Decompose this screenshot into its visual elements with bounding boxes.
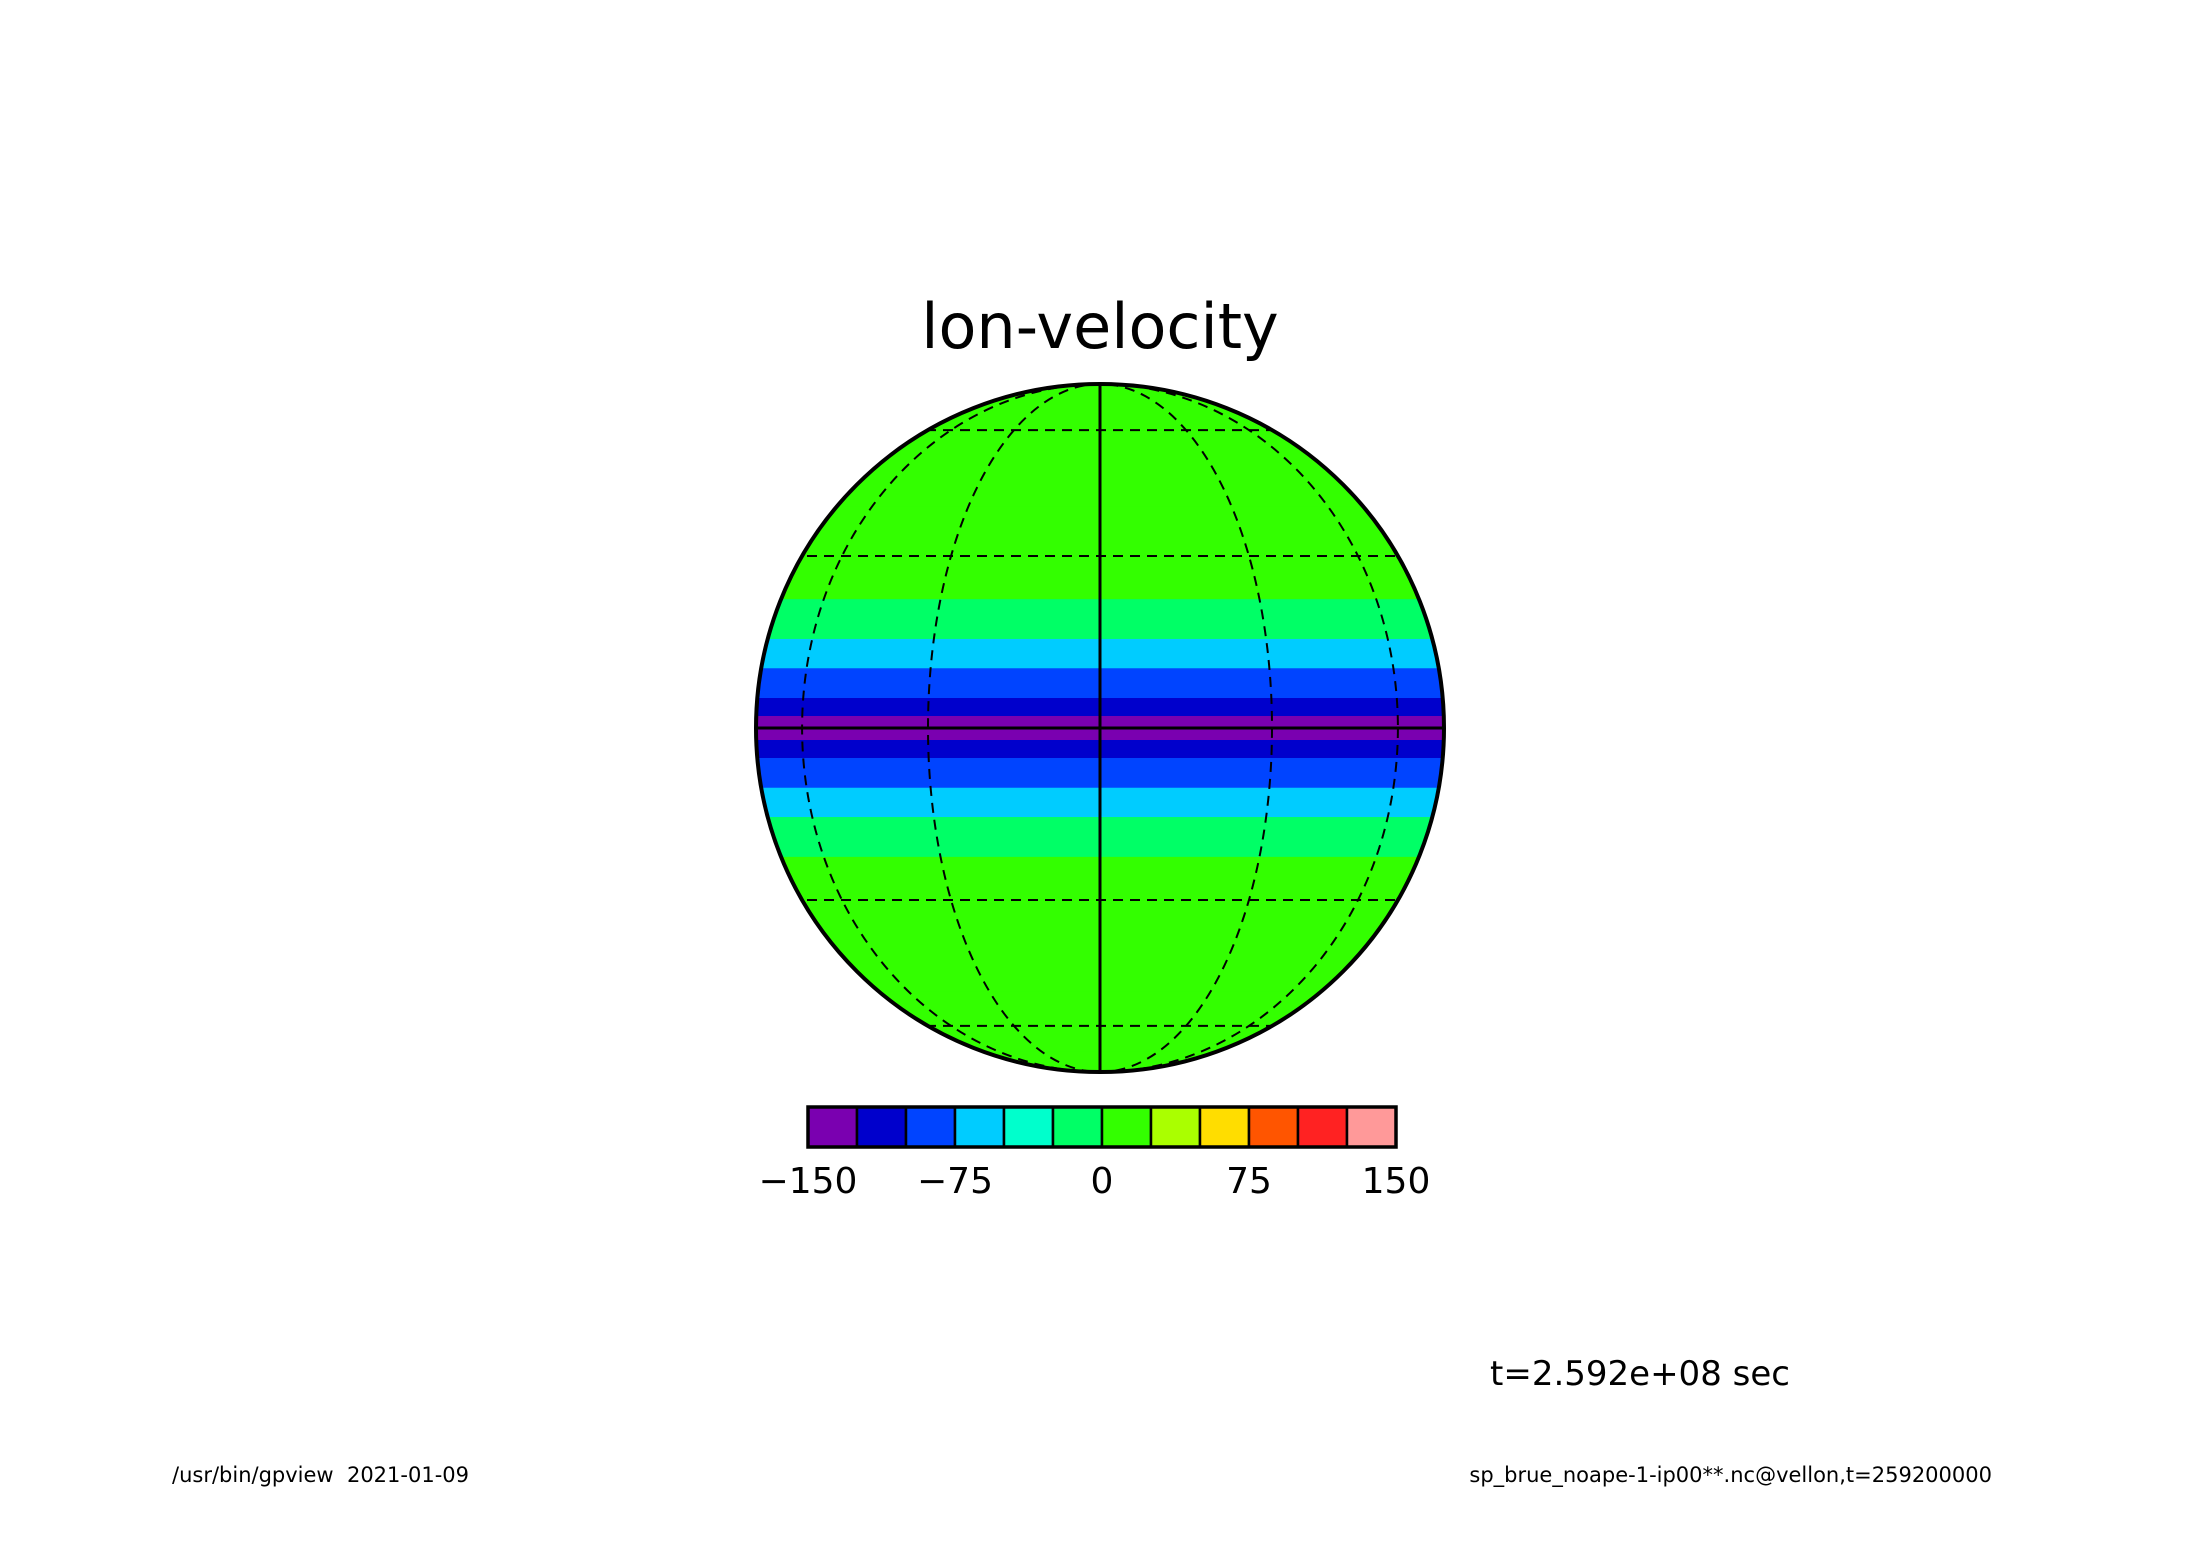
colorbar-tick-label: −150 <box>759 1161 858 1202</box>
colorbar-frame <box>806 1105 1398 1149</box>
colorbar-tick-label: 0 <box>1091 1161 1114 1202</box>
colorbar-swatch <box>1002 1105 1055 1149</box>
footer-right: sp_brue_noape-1-ip00**.nc@vellon,t=25920… <box>1469 1463 1992 1488</box>
colorbar-swatch <box>1296 1105 1349 1149</box>
colorbar-swatch <box>1149 1105 1202 1149</box>
colorbar-swatch <box>1247 1105 1300 1149</box>
chart-title: lon-velocity <box>921 290 1278 363</box>
colorbar-swatch <box>953 1105 1006 1149</box>
colorbar-swatch <box>1345 1105 1398 1149</box>
colorbar <box>806 1105 1398 1149</box>
map-grid <box>756 384 1444 1072</box>
colorbar-swatch <box>1051 1105 1104 1149</box>
colorbar-swatch <box>855 1105 908 1149</box>
colorbar-swatch <box>904 1105 957 1149</box>
colorbar-swatch <box>1100 1105 1153 1149</box>
time-label: t=2.592e+08 sec <box>1490 1354 1790 1394</box>
colorbar-swatch <box>806 1105 859 1149</box>
globe-plot <box>754 382 1446 1074</box>
colorbar-swatch <box>1198 1105 1251 1149</box>
colorbar-tick-label: 75 <box>1226 1161 1272 1202</box>
footer-left: /usr/bin/gpview 2021-01-09 <box>172 1463 469 1487</box>
colorbar-tick-label: −75 <box>917 1161 993 1202</box>
colorbar-ticks: −150 −75 0 75 150 <box>759 1161 1431 1202</box>
globe-outline <box>754 382 1446 1074</box>
colorbar-tick-label: 150 <box>1362 1161 1431 1202</box>
